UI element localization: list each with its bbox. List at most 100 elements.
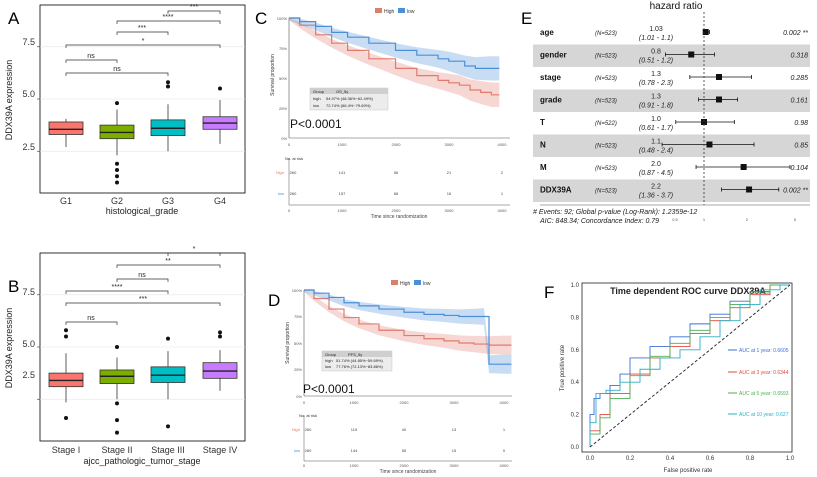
panel-e-row-2-ci: (0.78 - 2.3): [639, 80, 673, 87]
panel-e-row-5-estimate: [706, 141, 713, 148]
panel-d-high-curve: [304, 289, 512, 346]
panel-f-ytick-1: 0.2: [571, 413, 580, 419]
panel-a-xlabel: histological_grade: [106, 206, 179, 216]
panel-b-box-1-outlier-2: [115, 418, 119, 423]
panel-f-xtick-4: 0.8: [746, 456, 755, 462]
panel-a: A DDX39A expression 2.5 5.0 7.5 G1 G2 G3…: [4, 4, 246, 216]
panel-c-ytick-0: 0%: [281, 136, 287, 141]
panel-a-box-1-outlier-3: [115, 174, 119, 179]
panel-d-xtick-0: 0: [303, 400, 306, 405]
panel-e-row-7-name: DDX39A: [540, 186, 572, 195]
panel-a-xtick-0: G1: [60, 196, 72, 206]
panel-d-xlabel: Time since randomization: [380, 469, 437, 475]
panel-d-risk-xtick-4: 4000: [500, 463, 510, 468]
panel-b-bracket-0: [167, 252, 221, 256]
panel-e-row-6-pvalue: 0.104: [790, 165, 808, 172]
panel-c-xtick-4: 4000: [498, 142, 508, 147]
panel-b-box-1-outlier-1: [115, 401, 119, 406]
panel-a-ylabel: DDX39A expression: [4, 60, 14, 141]
panel-b-bracket-label-3: ****: [112, 284, 123, 291]
panel-a-bracket-4: [65, 44, 221, 48]
panel-e-row-7-ci: (1.36 - 3.7): [639, 193, 673, 200]
panel-e-row-0-pvalue: 0.002 **: [783, 30, 808, 37]
panel-e-row-5-name: N: [540, 141, 546, 150]
panel-e-row-6-name: M: [540, 163, 547, 172]
panel-d-risk-xtick-2: 2000: [400, 463, 410, 468]
panel-a-bracket-label-4: *: [142, 38, 145, 45]
panel-e-row-6-estimate: [740, 164, 747, 170]
panel-b-box-0-outlier-2: [64, 416, 68, 421]
panel-d-table-row-1-1: 77.76% (72.13%~83.86%): [336, 364, 383, 369]
panel-e-row-4-hr: 1.0: [651, 116, 661, 123]
panel-c-xlabel: Time since randomization: [371, 214, 428, 220]
panel-d-high-ci-band: [304, 290, 512, 355]
panel-c-high-curve: [289, 17, 500, 96]
panel-letter-b: B: [8, 277, 19, 296]
panel-c-risk-low-3: 16: [447, 191, 452, 196]
panel-d-ytick-3: 75%: [294, 314, 302, 319]
panel-b-box-3-outlier-1: [218, 334, 222, 339]
panel-d-risk-xtick-3: 3000: [450, 463, 460, 468]
panel-e-row-1-n: (N=523): [595, 54, 617, 60]
panel-e-row-6-hr: 2.0: [651, 161, 661, 168]
panel-a-bracket-5: [65, 72, 169, 76]
panel-letter-e: E: [521, 9, 532, 28]
panel-e-row-2-pvalue: 0.285: [790, 75, 808, 82]
panel-c-table-header-0: Group: [313, 89, 325, 94]
panel-f-frame: [581, 282, 793, 453]
panel-e-row-5-shade: [533, 134, 810, 157]
panel-d-risk-xtick-1: 1000: [350, 463, 360, 468]
panel-f-ytick-0: 0.0: [571, 445, 580, 451]
panel-c-risk-high-3: 21: [447, 170, 452, 175]
panel-d-risk-high-3: 13: [452, 427, 457, 432]
panel-e-axis-tick-2: 2: [746, 217, 749, 222]
panel-d-xtick-4: 4000: [500, 400, 510, 405]
panel-f-ytick-5: 1.0: [571, 283, 580, 289]
panel-c-low-curve: [289, 17, 500, 69]
panel-e-axis-tick-1: 1: [703, 217, 706, 222]
panel-a-box-3-outlier-0: [218, 86, 222, 91]
panel-c-legend-high: High: [384, 9, 395, 15]
panel-d-risk-low-2: 55: [402, 448, 407, 453]
panel-e-row-4-ci: (0.61 - 1.7): [639, 125, 673, 132]
panel-a-box-1-outlier-4: [115, 180, 119, 185]
panel-a-box-0: [48, 121, 84, 135]
panel-e-row-0-name: age: [540, 28, 554, 37]
panel-f-xtick-5: 1.0: [786, 456, 795, 462]
panel-c-xtick-0: 0: [288, 142, 291, 147]
panel-f: F Time dependent ROC curve DDX39A 0.0 0.0…: [544, 282, 795, 474]
panel-a-box-2-outlier-1: [166, 84, 170, 89]
panel-c: C High low Survival proportion 0% 25% 50…: [255, 8, 510, 220]
panel-f-legend-2: AUC at 5 year: 0.6593: [739, 391, 789, 397]
panel-b-bracket-label-2: ns: [138, 272, 146, 279]
panel-c-ytick-4: 100%: [277, 16, 288, 21]
panel-a-ytick-2: 7.5: [22, 37, 35, 47]
panel-d-table-header-1: PFS_5y: [348, 352, 362, 357]
panel-c-risk-xtick-1: 1000: [338, 208, 348, 213]
panel-a-bracket-label-2: ***: [138, 25, 146, 32]
panel-b-ytick-1: 5.0: [22, 339, 35, 349]
panel-e-row-1-estimate: [688, 51, 695, 58]
panel-e-row-5-n: (N=523): [595, 144, 617, 150]
panel-e-row-0-n: (N=523): [595, 31, 617, 37]
panel-b-bracket-label-5: ns: [87, 315, 95, 322]
panel-c-summary-header: [310, 88, 388, 94]
panel-e-row-3-ci: (0.91 - 1.8): [639, 103, 673, 110]
panel-e-row-2-n: (N=523): [595, 76, 617, 82]
panel-d-pvalue: P<0.0001: [303, 382, 355, 396]
panel-letter-c: C: [255, 9, 267, 28]
panel-e-footer-1: # Events: 92; Global p-value (Log-Rank):…: [533, 209, 697, 216]
panel-e-title: hazard ratio: [650, 1, 703, 12]
panel-f-diagonal-reference: [589, 284, 791, 448]
panel-e-row-1-shade: [533, 44, 810, 67]
panel-f-xtick-1: 0.2: [626, 456, 635, 462]
panel-d-risk-high-2: 40: [402, 427, 407, 432]
panel-c-xtick-2: 2000: [392, 142, 402, 147]
panel-c-xtick-1: 1000: [338, 142, 348, 147]
panel-b-box-1-outlier-3: [115, 430, 119, 435]
panel-f-roc-curve-3: [589, 284, 790, 447]
panel-c-table-header-1: OS_5y: [336, 89, 348, 94]
panel-b-xtick-0: Stage I: [52, 445, 81, 455]
panel-b-bracket-label-0: *: [193, 246, 196, 253]
panel-d-ytick-1: 25%: [294, 367, 302, 372]
